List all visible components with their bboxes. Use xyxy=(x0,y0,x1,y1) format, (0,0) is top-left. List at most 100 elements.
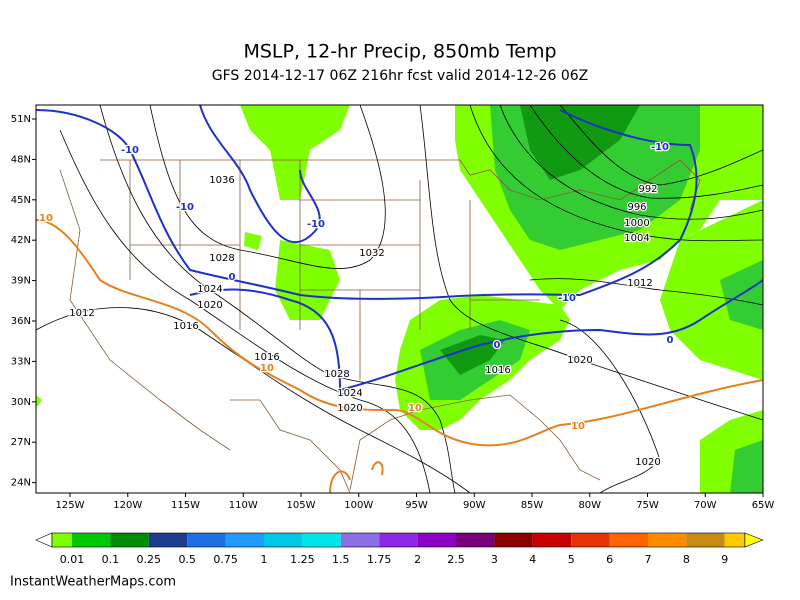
contour-label: 0 xyxy=(667,335,674,346)
borders xyxy=(59,159,701,493)
contour-label: 1004 xyxy=(624,233,649,244)
lon-label: 125W xyxy=(56,500,85,511)
lon-label: 85W xyxy=(521,500,544,511)
contour-label: 1028 xyxy=(324,369,349,380)
colorbar-label: 1.5 xyxy=(332,553,350,566)
map-area: 1036-10-10-10103210280102410201012101610… xyxy=(35,104,764,494)
contour-label: 10 xyxy=(39,213,53,224)
colorbar-end xyxy=(35,532,53,548)
lat-label: 45N xyxy=(11,195,31,206)
contour-label: 1020 xyxy=(197,300,222,311)
contour-label: -10 xyxy=(558,293,576,304)
colorbar-swatch xyxy=(110,533,149,547)
colorbar-label: 2.5 xyxy=(447,553,465,566)
colorbar-swatch xyxy=(187,533,226,547)
temp-contours xyxy=(36,105,763,493)
colorbar-label: 3 xyxy=(491,553,498,566)
contour-label: 1012 xyxy=(627,278,652,289)
colorbar-label: 9 xyxy=(721,553,728,566)
subtitle: GFS 2014-12-17 06Z 216hr fcst valid 2014… xyxy=(212,68,589,84)
contour-label: 1012 xyxy=(69,308,94,319)
lon-label: 105W xyxy=(287,500,316,511)
colorbar-swatch xyxy=(609,533,648,547)
lon-label: 80W xyxy=(578,500,601,511)
colorbar-swatch xyxy=(494,533,533,547)
colorbar-label: 6 xyxy=(606,553,613,566)
contour-label: 1020 xyxy=(567,355,592,366)
lon-label: 100W xyxy=(344,500,373,511)
lat-label: 30N xyxy=(11,397,31,408)
colorbar-swatch xyxy=(456,533,495,547)
lat-label: 36N xyxy=(11,316,31,327)
colorbar-swatch xyxy=(417,533,456,547)
contour-label: 1036 xyxy=(209,175,234,186)
contour-label: 992 xyxy=(638,184,657,195)
contour-label: 1016 xyxy=(173,321,198,332)
lat-label: 27N xyxy=(11,437,31,448)
colorbar-swatch xyxy=(379,533,418,547)
colorbar-label: 8 xyxy=(683,553,690,566)
lon-label: 120W xyxy=(113,500,142,511)
contour-label: 1024 xyxy=(197,284,222,295)
contour-label: 10 xyxy=(571,421,585,432)
lon-label: 90W xyxy=(463,500,486,511)
colorbar-label: 0.1 xyxy=(102,553,120,566)
colorbar-swatch xyxy=(225,533,264,547)
lon-label: 115W xyxy=(171,500,200,511)
contour-label: 10 xyxy=(260,363,274,374)
colorbar-swatch xyxy=(148,533,188,547)
lat-label: 24N xyxy=(11,478,31,489)
contour-label: 10 xyxy=(408,403,422,414)
contour-labels: 1036-10-10-10103210280102410201012101610… xyxy=(38,141,675,470)
contour-label: 1028 xyxy=(209,253,234,264)
lat-label: 33N xyxy=(11,356,31,367)
contour-label: -10 xyxy=(121,145,139,156)
colorbar-swatch xyxy=(532,533,572,547)
colorbar-swatch xyxy=(724,533,745,547)
colorbar: 0.01 0.1 0.25 0.5 0.75 1 1.25 1.5 1.75 2 2.5 3 4 5 6 7 8… xyxy=(35,532,764,566)
colorbar-label: 0.5 xyxy=(178,553,196,566)
lon-label: 95W xyxy=(405,500,428,511)
lat-label: 39N xyxy=(11,276,31,287)
contour-label: 0 xyxy=(229,272,236,283)
contour-label: 996 xyxy=(627,202,646,213)
contour-label: 1024 xyxy=(337,388,362,399)
isobars xyxy=(36,105,763,493)
lon-label: 70W xyxy=(694,500,717,511)
lon-label: 65W xyxy=(752,500,775,511)
contour-label: 0 xyxy=(494,340,501,351)
contour-label: -10 xyxy=(651,142,669,153)
title: MSLP, 12-hr Precip, 850mb Temp xyxy=(243,41,556,63)
colorbar-frame xyxy=(51,532,746,548)
map-frame xyxy=(35,104,764,494)
colorbar-swatch xyxy=(302,533,341,547)
axis-labels: 51N 48N 45N 42N 39N 36N 33N 30N 27N 24N 125W 120W 11… xyxy=(11,114,775,511)
colorbar-label: 1.75 xyxy=(367,553,392,566)
lat-label: 42N xyxy=(11,235,31,246)
colorbar-swatch xyxy=(648,533,687,547)
colorbar-swatch xyxy=(264,533,303,547)
colorbar-label: 1.25 xyxy=(290,553,315,566)
lon-label: 110W xyxy=(229,500,258,511)
colorbar-label: 2 xyxy=(414,553,421,566)
contour-label: 1020 xyxy=(635,457,660,468)
colorbar-swatch xyxy=(340,533,380,547)
colorbar-label: 0.75 xyxy=(213,553,238,566)
colorbar-swatch xyxy=(52,533,72,547)
contour-label: -10 xyxy=(176,202,194,213)
lat-label: 48N xyxy=(11,154,31,165)
colorbar-label: 4 xyxy=(529,553,536,566)
colorbar-end xyxy=(744,532,764,548)
contour-label: 1000 xyxy=(624,218,649,229)
colorbar-label: 1 xyxy=(261,553,268,566)
lon-label: 75W xyxy=(636,500,659,511)
contour-label: 1016 xyxy=(254,352,279,363)
colorbar-label: 0.25 xyxy=(137,553,162,566)
colorbar-label: 5 xyxy=(568,553,575,566)
colorbar-label: 7 xyxy=(645,553,652,566)
lat-label: 51N xyxy=(11,114,31,125)
colorbar-label: 0.01 xyxy=(60,553,85,566)
colorbar-swatch xyxy=(72,533,111,547)
credit: InstantWeatherMaps.com xyxy=(10,575,176,590)
colorbar-swatch xyxy=(686,533,725,547)
